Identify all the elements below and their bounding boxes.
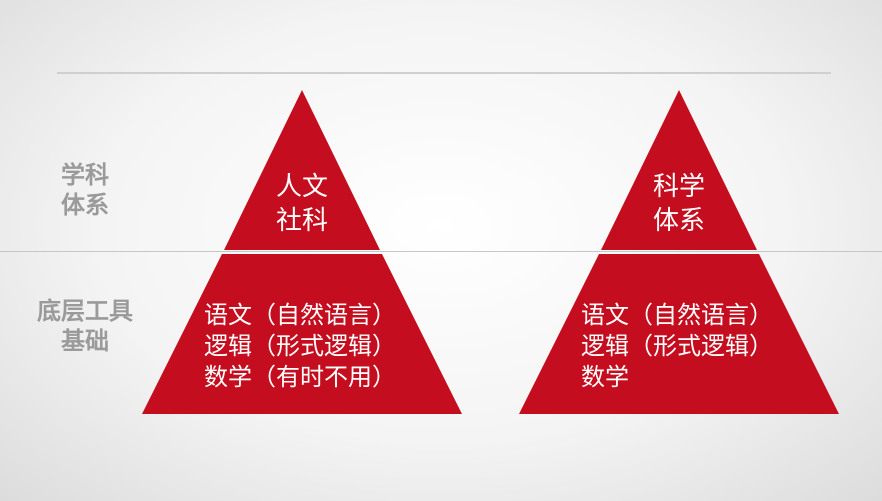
science-base-list: 语文（自然语言） 逻辑（形式逻辑） 数学 bbox=[581, 300, 773, 393]
science-apex-line-2: 体系 bbox=[652, 206, 705, 236]
science-apex-label: 科学 体系 bbox=[517, 170, 841, 238]
science-base-item: 逻辑（形式逻辑） bbox=[581, 332, 773, 360]
foundation-tools-label: 底层工具 基础 bbox=[20, 296, 150, 356]
science-base-item: 数学 bbox=[581, 363, 629, 391]
subject-system-label-line-1: 学科 bbox=[61, 161, 109, 189]
subject-system-label: 学科 体系 bbox=[40, 160, 130, 220]
humanities-apex-triangle bbox=[224, 90, 380, 250]
humanities-base-item: 逻辑（形式逻辑） bbox=[204, 332, 396, 360]
humanities-apex-label: 人文 社科 bbox=[140, 170, 464, 238]
foundation-tools-label-line-1: 底层工具 bbox=[37, 297, 133, 325]
humanities-apex-line-1: 人文 bbox=[275, 172, 328, 202]
humanities-base-list: 语文（自然语言） 逻辑（形式逻辑） 数学（有时不用） bbox=[204, 300, 396, 393]
science-pyramid-shape bbox=[519, 90, 839, 414]
humanities-base-item: 数学（有时不用） bbox=[204, 363, 396, 391]
foundation-tools-label-line-2: 基础 bbox=[61, 327, 109, 355]
science-apex-line-1: 科学 bbox=[652, 172, 705, 202]
science-apex-triangle bbox=[601, 90, 757, 250]
science-base-trapezoid bbox=[519, 254, 839, 414]
science-pyramid: 科学 体系 语文（自然语言） 逻辑（形式逻辑） 数学 bbox=[517, 88, 841, 418]
science-base-item: 语文（自然语言） bbox=[581, 301, 773, 329]
humanities-base-trapezoid bbox=[142, 254, 462, 414]
subject-system-label-line-2: 体系 bbox=[61, 191, 109, 219]
humanities-base-item: 语文（自然语言） bbox=[204, 301, 396, 329]
top-divider-line bbox=[57, 72, 831, 74]
humanities-apex-line-2: 社科 bbox=[275, 206, 328, 236]
middle-divider-line bbox=[0, 251, 882, 252]
humanities-pyramid: 人文 社科 语文（自然语言） 逻辑（形式逻辑） 数学（有时不用） bbox=[140, 88, 464, 418]
humanities-pyramid-shape bbox=[142, 90, 462, 414]
